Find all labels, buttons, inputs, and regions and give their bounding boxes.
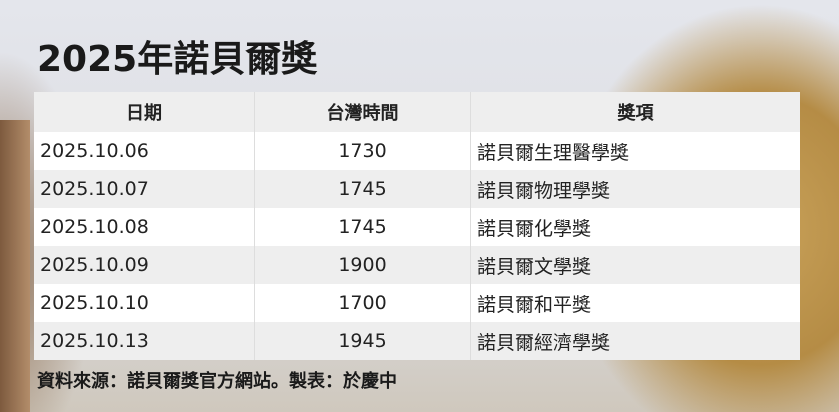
cell-time: 1945 — [254, 322, 471, 360]
cell-time: 1700 — [254, 284, 471, 322]
cell-date: 2025.10.10 — [34, 284, 255, 322]
header-date: 日期 — [34, 92, 255, 132]
cell-time: 1900 — [254, 246, 471, 284]
cell-date: 2025.10.13 — [34, 322, 255, 360]
table-row: 2025.10.13 1945 諾貝爾經濟學獎 — [34, 322, 800, 360]
cell-time: 1745 — [254, 208, 471, 246]
table-row: 2025.10.10 1700 諾貝爾和平獎 — [34, 284, 800, 322]
cell-date: 2025.10.09 — [34, 246, 255, 284]
table-header-row: 日期 台灣時間 獎項 — [34, 92, 800, 132]
page-title: 2025年諾貝爾獎 — [37, 39, 318, 80]
cell-time: 1745 — [254, 170, 471, 208]
schedule-table: 日期 台灣時間 獎項 2025.10.06 1730 諾貝爾生理醫學獎 2025.1… — [34, 92, 800, 360]
header-time: 台灣時間 — [254, 92, 471, 132]
table-row: 2025.10.08 1745 諾貝爾化學獎 — [34, 208, 800, 246]
table-row: 2025.10.06 1730 諾貝爾生理醫學獎 — [34, 132, 800, 170]
cell-prize: 諾貝爾生理醫學獎 — [470, 132, 800, 170]
cell-time: 1730 — [254, 132, 471, 170]
header-prize: 獎項 — [470, 92, 800, 132]
table-row: 2025.10.07 1745 諾貝爾物理學獎 — [34, 170, 800, 208]
cell-prize: 諾貝爾化學獎 — [470, 208, 800, 246]
cell-prize: 諾貝爾經濟學獎 — [470, 322, 800, 360]
cell-prize: 諾貝爾和平獎 — [470, 284, 800, 322]
source-footnote: 資料來源：諾貝爾獎官方網站。製表：於慶中 — [37, 371, 397, 392]
cell-date: 2025.10.08 — [34, 208, 255, 246]
background-photo-frame — [0, 120, 30, 412]
cell-prize: 諾貝爾物理學獎 — [470, 170, 800, 208]
cell-date: 2025.10.07 — [34, 170, 255, 208]
table-row: 2025.10.09 1900 諾貝爾文學獎 — [34, 246, 800, 284]
cell-prize: 諾貝爾文學獎 — [470, 246, 800, 284]
cell-date: 2025.10.06 — [34, 132, 255, 170]
